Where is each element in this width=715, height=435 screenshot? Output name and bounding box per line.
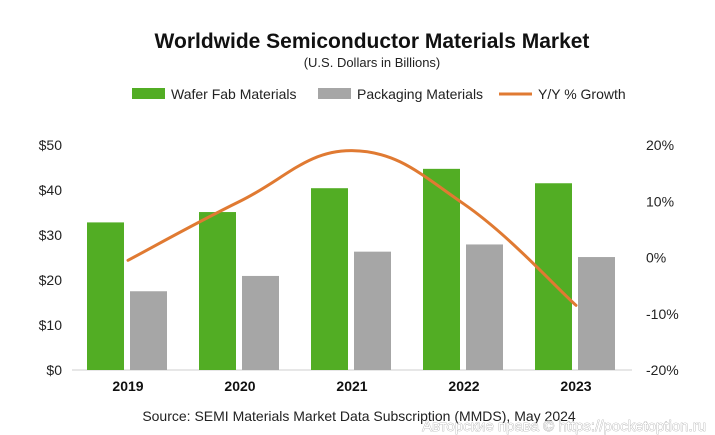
bar-wafer-fab bbox=[423, 168, 460, 370]
legend-label-wafer: Wafer Fab Materials bbox=[171, 86, 297, 102]
right-tick-label: 10% bbox=[646, 193, 674, 209]
bar-packaging bbox=[354, 251, 391, 370]
legend-swatch-packaging bbox=[318, 88, 351, 99]
chart-title: Worldwide Semiconductor Materials Market bbox=[155, 30, 590, 53]
left-tick-label: $50 bbox=[39, 137, 63, 153]
left-tick-label: $40 bbox=[39, 182, 63, 198]
growth-line-group bbox=[126, 149, 578, 307]
right-tick-label: -10% bbox=[646, 306, 679, 322]
legend-label-growth: Y/Y % Growth bbox=[538, 86, 626, 102]
bar-packaging bbox=[130, 291, 167, 370]
watermark: Авторские права © https://pocketoption.r… bbox=[422, 418, 706, 435]
bar-packaging bbox=[578, 257, 615, 370]
bars-group bbox=[87, 168, 615, 370]
chart-subtitle: (U.S. Dollars in Billions) bbox=[304, 55, 441, 70]
left-tick-label: $30 bbox=[39, 227, 63, 243]
bar-wafer-fab bbox=[87, 222, 124, 370]
bar-wafer-fab bbox=[535, 183, 572, 370]
source-note: Source: SEMI Materials Market Data Subsc… bbox=[142, 408, 576, 424]
left-tick-label: $20 bbox=[39, 272, 63, 288]
bar-wafer-fab bbox=[311, 188, 348, 370]
growth-line bbox=[126, 149, 578, 307]
bar-packaging bbox=[466, 244, 503, 370]
right-tick-label: 20% bbox=[646, 137, 674, 153]
x-tick-label: 2022 bbox=[448, 378, 479, 394]
right-tick-label: -20% bbox=[646, 362, 679, 378]
x-tick-label: 2019 bbox=[112, 378, 143, 394]
x-axis-ticks: 2019 2020 2021 2022 2023 bbox=[112, 378, 591, 394]
bar-packaging bbox=[242, 275, 279, 370]
left-tick-label: $10 bbox=[39, 317, 63, 333]
left-tick-label: $0 bbox=[46, 362, 62, 378]
x-tick-label: 2023 bbox=[560, 378, 591, 394]
legend-swatch-wafer bbox=[132, 88, 165, 99]
right-axis-ticks: -20% -10% 0% 10% 20% bbox=[646, 137, 679, 378]
legend-label-packaging: Packaging Materials bbox=[357, 86, 483, 102]
legend: Wafer Fab Materials Packaging Materials … bbox=[132, 86, 626, 102]
left-axis-ticks: $0 $10 $20 $30 $40 $50 bbox=[39, 137, 63, 378]
x-tick-label: 2021 bbox=[336, 378, 367, 394]
right-tick-label: 0% bbox=[646, 250, 666, 266]
x-tick-label: 2020 bbox=[224, 378, 255, 394]
bar-wafer-fab bbox=[199, 212, 236, 370]
